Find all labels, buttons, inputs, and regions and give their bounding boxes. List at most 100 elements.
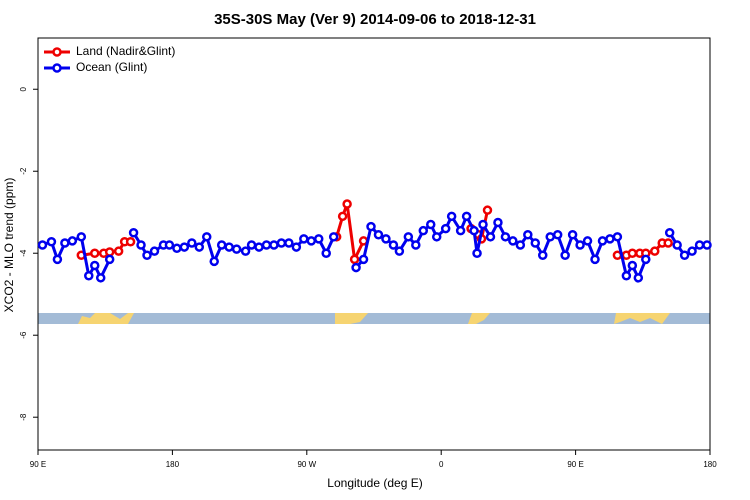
point xyxy=(633,273,644,283)
point xyxy=(216,240,227,250)
point xyxy=(37,240,48,250)
point xyxy=(328,232,339,242)
point xyxy=(694,240,705,250)
point xyxy=(142,250,152,261)
point xyxy=(455,225,466,236)
point xyxy=(431,232,442,242)
point xyxy=(446,211,457,222)
y-tick-label: -4 xyxy=(19,249,28,257)
point xyxy=(351,262,361,273)
point xyxy=(337,211,348,222)
point xyxy=(545,232,555,242)
y-axis-label: XCO2 - MLO trend (ppm) xyxy=(2,178,16,313)
point xyxy=(187,238,197,248)
point xyxy=(299,234,309,244)
point xyxy=(478,219,488,230)
x-tick-label: 90 W xyxy=(297,460,316,469)
point xyxy=(567,230,578,240)
x-axis-label: Longitude (deg E) xyxy=(327,476,422,490)
point xyxy=(60,238,70,248)
legend-label: Ocean (Glint) xyxy=(76,60,147,74)
point xyxy=(149,246,160,256)
point xyxy=(254,242,264,252)
point xyxy=(67,236,78,246)
point xyxy=(113,246,124,256)
point xyxy=(394,246,405,256)
y-tick-label: -2 xyxy=(19,167,28,175)
point xyxy=(194,242,205,252)
point xyxy=(164,240,175,250)
point xyxy=(284,238,294,248)
point xyxy=(201,232,212,242)
point xyxy=(493,217,503,228)
point xyxy=(240,246,251,256)
point xyxy=(128,227,139,238)
x-tick-label: 0 xyxy=(439,460,444,469)
x-tick-label: 90 E xyxy=(30,460,46,469)
point xyxy=(76,232,87,242)
point xyxy=(276,238,287,248)
point xyxy=(663,238,673,248)
point xyxy=(136,240,146,250)
point xyxy=(575,240,585,250)
point xyxy=(321,248,331,258)
point xyxy=(381,234,391,244)
x-tick-label: 180 xyxy=(166,460,180,469)
point xyxy=(52,254,63,265)
point xyxy=(179,242,190,252)
point xyxy=(418,225,429,236)
point xyxy=(679,250,690,261)
point xyxy=(403,232,414,242)
point xyxy=(537,250,548,261)
point xyxy=(313,234,324,244)
point xyxy=(261,240,272,250)
land-ocean-strip xyxy=(38,313,710,324)
point xyxy=(621,271,632,281)
legend-marker xyxy=(52,47,62,57)
point xyxy=(472,248,482,258)
chart-title: 35S-30S May (Ver 9) 2014-09-06 to 2018-1… xyxy=(214,11,536,28)
point xyxy=(582,236,593,246)
point xyxy=(612,232,623,242)
point xyxy=(246,240,257,250)
point xyxy=(95,273,106,283)
point xyxy=(469,225,479,236)
point xyxy=(664,227,675,238)
point xyxy=(46,236,57,247)
point xyxy=(485,232,496,242)
point xyxy=(605,234,615,244)
point xyxy=(388,240,399,250)
x-tick-label: 90 E xyxy=(567,460,583,469)
point xyxy=(530,238,541,248)
point xyxy=(358,254,369,265)
point xyxy=(172,243,182,254)
point xyxy=(523,230,533,240)
point xyxy=(672,240,682,250)
legend-marker xyxy=(52,63,62,73)
point xyxy=(231,244,242,254)
point xyxy=(125,236,136,247)
point xyxy=(560,250,570,261)
point xyxy=(104,247,115,257)
point xyxy=(597,236,608,246)
point xyxy=(702,240,712,250)
point xyxy=(627,248,638,258)
point xyxy=(89,248,100,258)
point xyxy=(482,205,493,215)
point xyxy=(687,246,697,256)
y-tick-label: 0 xyxy=(19,86,28,91)
point xyxy=(291,242,302,252)
point xyxy=(224,242,234,252)
x-tick-label: 180 xyxy=(703,460,717,469)
point xyxy=(342,199,352,209)
point xyxy=(425,219,436,230)
point xyxy=(461,211,472,222)
y-tick-label: -8 xyxy=(19,413,28,421)
point xyxy=(500,232,511,242)
point xyxy=(269,240,279,250)
point xyxy=(366,221,376,232)
point xyxy=(440,223,451,234)
point xyxy=(411,240,421,250)
point xyxy=(84,271,94,281)
